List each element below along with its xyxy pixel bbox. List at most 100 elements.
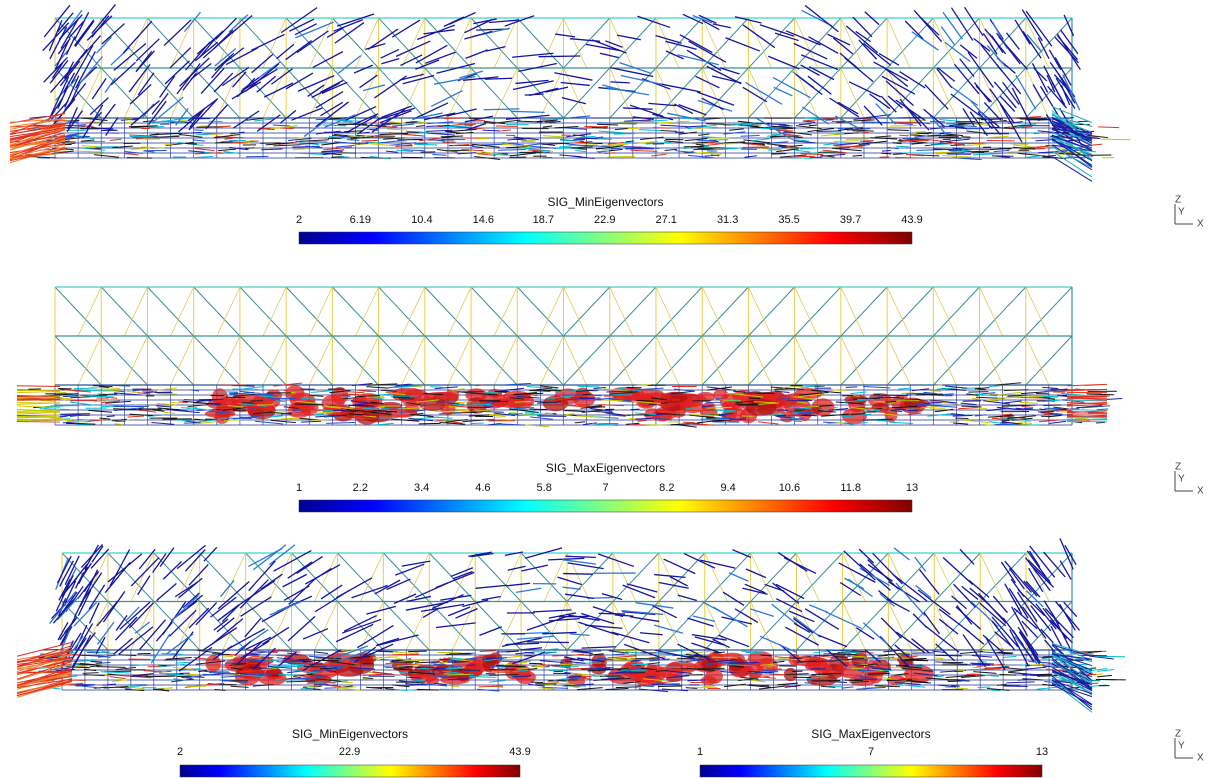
vector — [476, 585, 507, 588]
vector — [863, 386, 890, 387]
legend-tick-label: 2 — [296, 214, 302, 226]
vector — [543, 136, 568, 138]
mesh-edge — [842, 602, 888, 651]
vector — [68, 121, 80, 122]
vector — [84, 669, 96, 670]
vector — [688, 618, 714, 626]
vector — [772, 153, 787, 154]
vector — [771, 387, 783, 388]
vector — [313, 568, 331, 580]
color-bar — [700, 765, 1042, 777]
vector — [192, 140, 204, 141]
vector — [729, 573, 748, 581]
mesh-edge — [748, 18, 794, 68]
vector — [447, 685, 459, 687]
vector — [446, 109, 476, 116]
vector — [361, 140, 378, 141]
vector — [827, 34, 850, 45]
mesh-edge — [101, 18, 147, 68]
vector — [938, 68, 955, 82]
vector — [725, 38, 759, 51]
vector — [103, 591, 124, 622]
vector — [896, 146, 909, 147]
vector — [598, 554, 634, 566]
legend-tick-label: 6.19 — [350, 214, 371, 226]
mesh-edge — [494, 287, 517, 336]
vector — [954, 64, 978, 94]
vector — [860, 141, 874, 142]
vector — [575, 151, 587, 152]
vector — [660, 125, 687, 127]
vector — [489, 681, 505, 683]
legend-tick-label: 43.9 — [901, 214, 922, 226]
vector — [128, 416, 144, 417]
vector — [778, 410, 789, 411]
legend-tick-label: 22.9 — [339, 746, 360, 758]
vector — [945, 687, 968, 688]
vector — [386, 151, 398, 152]
mesh-edge — [1026, 336, 1072, 385]
vector — [194, 130, 203, 131]
mesh-edge — [748, 287, 771, 336]
mesh-edge — [702, 336, 725, 385]
mesh-view — [17, 538, 1126, 712]
vector — [659, 583, 689, 589]
vector — [605, 689, 628, 690]
vector — [110, 549, 130, 586]
vector — [695, 637, 725, 645]
mesh-edge — [78, 68, 101, 118]
vector — [649, 391, 662, 392]
vector — [516, 588, 541, 592]
vector — [696, 144, 705, 145]
vector — [160, 548, 174, 567]
mesh-edge — [841, 287, 887, 336]
vector — [432, 154, 446, 155]
vector — [480, 144, 505, 145]
vector — [1049, 50, 1060, 70]
vector — [961, 406, 981, 407]
mesh-edge — [263, 287, 286, 336]
vector — [505, 655, 526, 658]
vector — [157, 584, 177, 601]
vector — [606, 88, 649, 95]
vector — [582, 647, 616, 648]
vector — [630, 105, 663, 116]
mesh-edge — [379, 18, 425, 68]
vector — [972, 656, 992, 658]
legend-tick-label: 5.8 — [537, 482, 552, 494]
vector — [661, 130, 677, 131]
vector — [1067, 398, 1107, 399]
mesh-edge — [797, 602, 820, 651]
mesh-edge — [656, 336, 679, 385]
vector — [387, 129, 406, 130]
vector — [527, 642, 569, 643]
vector — [466, 50, 488, 58]
vector — [630, 617, 659, 622]
vector — [758, 422, 779, 424]
vector — [171, 402, 179, 403]
vector — [941, 26, 954, 44]
vector — [176, 662, 190, 663]
vector — [101, 672, 130, 673]
vector — [271, 420, 296, 422]
vector — [301, 421, 321, 422]
vector — [498, 149, 526, 150]
vector — [540, 661, 564, 663]
mesh-edge — [332, 287, 378, 336]
vector — [344, 655, 360, 656]
mesh-edge — [402, 287, 425, 336]
mesh-edge — [101, 68, 147, 118]
vector — [91, 661, 102, 662]
vector — [179, 578, 202, 598]
mesh-edge — [217, 336, 240, 385]
vector — [609, 673, 637, 674]
mesh-edge — [748, 68, 794, 118]
vector — [616, 687, 641, 688]
vector — [114, 424, 123, 425]
mesh-edge — [564, 18, 587, 68]
vector — [17, 390, 60, 391]
vector — [684, 146, 704, 147]
vector — [994, 150, 1009, 151]
vector — [484, 109, 520, 110]
vector — [78, 590, 90, 616]
